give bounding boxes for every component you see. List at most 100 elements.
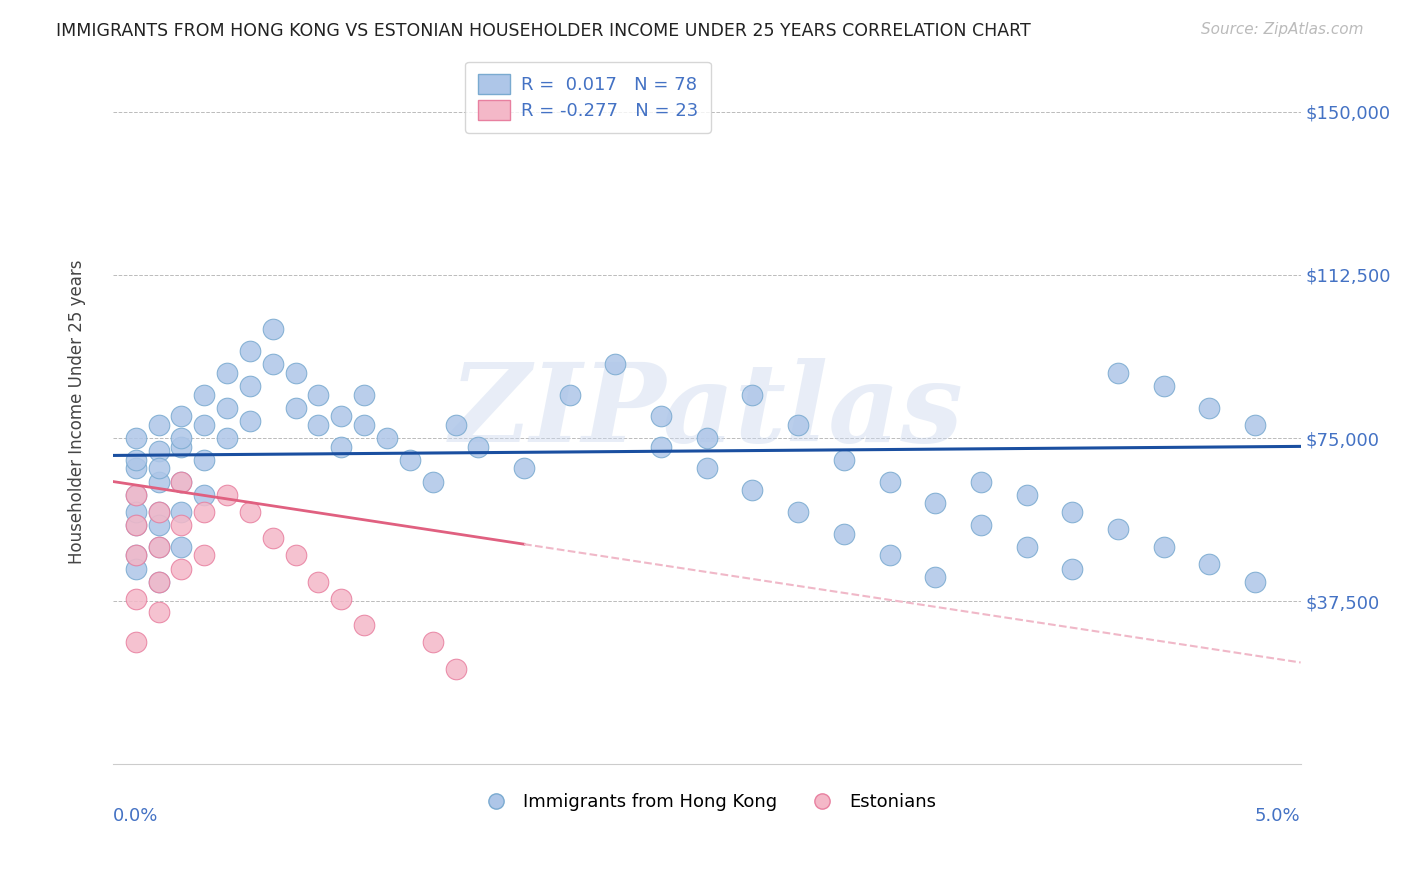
Point [353,618,375,632]
Point [444,662,467,676]
Point [1153,540,1175,554]
Point [148,518,170,533]
Point [239,414,262,428]
Point [239,379,262,393]
Point [148,540,170,554]
Point [148,540,170,554]
Point [787,505,810,519]
Point [170,409,193,424]
Point [1244,417,1267,432]
Point [696,431,718,445]
Point [787,417,810,432]
Point [125,487,148,501]
Point [741,387,763,401]
Point [193,505,215,519]
Point [262,322,284,336]
Point [1198,557,1220,571]
Point [1198,401,1220,415]
Point [262,357,284,371]
Point [970,518,993,533]
Point [125,452,148,467]
Point [148,417,170,432]
Point [170,431,193,445]
Point [330,440,353,454]
Point [1062,505,1084,519]
Point [193,417,215,432]
Point [1107,366,1129,380]
Point [170,440,193,454]
Point [399,452,422,467]
Point [148,444,170,458]
Point [125,561,148,575]
Text: Source: ZipAtlas.com: Source: ZipAtlas.com [1201,22,1364,37]
Legend: Immigrants from Hong Kong, Estonians: Immigrants from Hong Kong, Estonians [471,786,943,819]
Point [1107,522,1129,536]
Point [125,487,148,501]
Point [148,574,170,589]
Point [422,475,444,489]
Point [1062,561,1084,575]
Point [879,549,901,563]
Point [217,401,239,415]
Point [148,505,170,519]
Point [832,526,855,541]
Point [125,518,148,533]
Point [605,357,627,371]
Point [650,440,672,454]
Point [193,549,215,563]
Point [330,409,353,424]
Point [308,574,330,589]
Point [467,440,489,454]
Point [284,549,307,563]
Point [170,540,193,554]
Point [832,452,855,467]
Point [125,549,148,563]
Point [330,591,353,606]
Point [262,531,284,545]
Point [125,549,148,563]
Point [239,505,262,519]
Point [970,475,993,489]
Point [148,574,170,589]
Point [170,505,193,519]
Point [217,487,239,501]
Point [125,505,148,519]
Text: IMMIGRANTS FROM HONG KONG VS ESTONIAN HOUSEHOLDER INCOME UNDER 25 YEARS CORRELAT: IMMIGRANTS FROM HONG KONG VS ESTONIAN HO… [56,22,1031,40]
Point [148,461,170,475]
Point [217,431,239,445]
Point [353,387,375,401]
Point [422,635,444,649]
Text: 0.0%: 0.0% [112,806,159,824]
Point [170,475,193,489]
Point [924,496,946,510]
Point [741,483,763,498]
Point [239,344,262,359]
Point [284,366,307,380]
Point [308,417,330,432]
Point [924,570,946,584]
Point [1015,487,1038,501]
Point [650,409,672,424]
Point [148,505,170,519]
Point [170,518,193,533]
Point [125,461,148,475]
Point [513,461,536,475]
Point [193,487,215,501]
Point [170,561,193,575]
Text: 5.0%: 5.0% [1256,806,1301,824]
Point [353,417,375,432]
Point [1153,379,1175,393]
Point [193,387,215,401]
Point [217,366,239,380]
Point [696,461,718,475]
Point [308,387,330,401]
Text: ZIPatlas: ZIPatlas [450,359,963,466]
Point [125,518,148,533]
Point [170,475,193,489]
Point [125,431,148,445]
Point [193,452,215,467]
Point [1015,540,1038,554]
Point [148,475,170,489]
Point [125,591,148,606]
Point [444,417,467,432]
